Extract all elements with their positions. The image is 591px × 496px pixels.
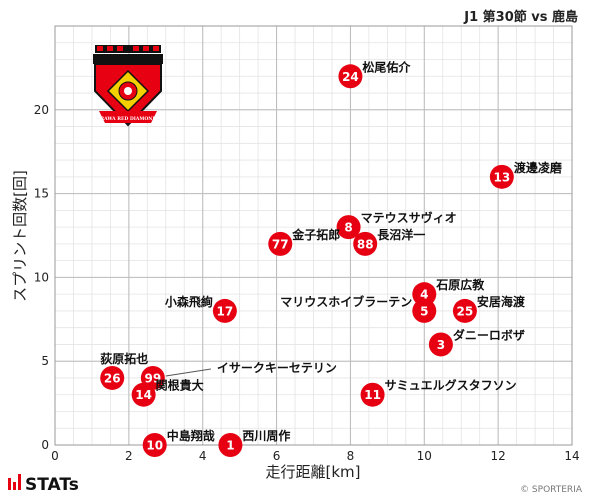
x-tick-label: 8 xyxy=(347,449,355,463)
point-label: 松尾佑介 xyxy=(362,59,411,74)
point-marker xyxy=(142,433,167,457)
point-number: 17 xyxy=(217,304,234,318)
point-label: 金子拓郎 xyxy=(291,227,340,242)
y-axis-label: スプリント回数[回] xyxy=(11,170,29,302)
data-point: 8 マテウスサヴィオ xyxy=(336,210,457,240)
point-number: 5 xyxy=(420,304,428,318)
point-marker xyxy=(412,298,437,323)
point-marker xyxy=(428,332,453,357)
x-tick-label: 10 xyxy=(417,449,432,463)
point-number: 99 xyxy=(145,371,162,385)
data-point: 26 荻原拓也 xyxy=(100,351,148,390)
x-tick-label: 14 xyxy=(564,449,579,463)
data-point: 4 石原広教 xyxy=(412,277,485,307)
point-number: 1 xyxy=(226,439,234,453)
point-label: 荻原拓也 xyxy=(100,351,148,366)
point-number: 8 xyxy=(344,221,352,235)
point-number: 3 xyxy=(437,338,445,352)
point-number: 10 xyxy=(146,439,163,453)
data-points: 24松尾佑介13渡邊凌磨8マテウスサヴィオ77金子拓郎88長沼洋一4石原広教17… xyxy=(100,59,562,457)
data-point: 13 渡邊凌磨 xyxy=(489,160,562,189)
point-number: 11 xyxy=(364,388,381,402)
point-marker xyxy=(100,365,125,390)
data-point: 10 中島翔哉 xyxy=(142,428,215,457)
point-marker xyxy=(212,298,237,323)
y-tick-label: 20 xyxy=(34,103,49,117)
stats-brand-icon xyxy=(8,474,21,490)
point-number: 88 xyxy=(357,237,374,251)
point-label: イサークキーセテリン xyxy=(217,361,337,375)
copyright: © SPORTERIA xyxy=(520,485,583,495)
point-label: 中島翔哉 xyxy=(167,428,215,443)
point-number: 13 xyxy=(493,170,510,184)
point-label: サミュエルグスタフソン xyxy=(385,378,517,393)
point-leader-line xyxy=(165,368,211,377)
plot-area-frame xyxy=(54,25,573,446)
point-label: マリウスホイブラーテン xyxy=(280,294,412,309)
data-point: 99 イサークキーセテリン xyxy=(140,361,337,390)
y-tick-label: 15 xyxy=(34,187,49,201)
point-number: 14 xyxy=(135,388,152,402)
point-marker xyxy=(338,64,363,89)
x-tick-label: 0 xyxy=(51,449,59,463)
point-label: 安居海渡 xyxy=(477,294,526,309)
point-number: 4 xyxy=(420,288,428,302)
point-marker xyxy=(268,231,293,256)
point-label: マテウスサヴィオ xyxy=(361,210,457,225)
x-tick-label: 4 xyxy=(199,449,207,463)
x-tick-label: 2 xyxy=(125,449,133,463)
point-label: 渡邊凌磨 xyxy=(514,160,562,175)
point-marker xyxy=(131,382,156,407)
y-tick-label: 5 xyxy=(41,354,49,368)
y-tick-label: 0 xyxy=(41,438,49,452)
point-label: 小森飛絢 xyxy=(165,294,213,309)
point-label: 関根貴大 xyxy=(156,378,204,393)
x-tick-label: 12 xyxy=(491,449,506,463)
data-point: 5 マリウスホイブラーテン xyxy=(280,294,437,323)
point-marker xyxy=(336,215,361,240)
x-axis-label: 走行距離[km] xyxy=(265,463,360,481)
y-tick-label: 10 xyxy=(34,270,49,284)
data-point: 17 小森飛絢 xyxy=(165,294,237,323)
point-label: 長沼洋一 xyxy=(377,227,425,242)
data-point: 1 西川周作 xyxy=(218,428,290,457)
point-number: 77 xyxy=(272,237,289,251)
logo-text: URAWA RED DIAMONDS xyxy=(96,116,159,122)
urawa-red-diamonds-crest-icon: URAWA RED DIAMONDS xyxy=(93,45,163,127)
data-point: 3 ダニーロボザ xyxy=(428,327,525,357)
data-point: 14 関根貴大 xyxy=(131,378,204,407)
x-tick-label: 6 xyxy=(273,449,281,463)
point-marker xyxy=(412,282,437,307)
point-marker xyxy=(489,164,514,189)
point-label: 西川周作 xyxy=(242,428,290,443)
point-marker xyxy=(353,231,378,256)
point-number: 24 xyxy=(342,70,359,84)
data-point: 11 サミュエルグスタフソン xyxy=(360,378,517,407)
header-title: J1 第30節 vs 鹿島 xyxy=(463,9,578,25)
point-marker xyxy=(218,433,243,457)
point-label: ダニーロボザ xyxy=(453,327,525,342)
brand-stats: STATs xyxy=(25,475,79,495)
point-label: 石原広教 xyxy=(435,277,485,292)
point-marker xyxy=(360,382,385,407)
point-number: 25 xyxy=(457,304,474,318)
point-marker xyxy=(452,298,477,323)
point-number: 26 xyxy=(104,371,121,385)
